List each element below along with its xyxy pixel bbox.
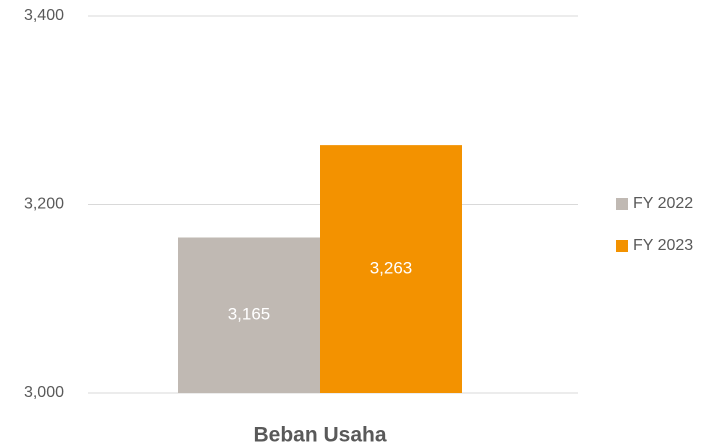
legend-label: FY 2022 bbox=[633, 195, 693, 212]
y-tick-label: 3,200 bbox=[24, 196, 64, 213]
legend-swatch bbox=[616, 198, 628, 210]
y-tick-label: 3,000 bbox=[24, 384, 64, 401]
data-label: 3,263 bbox=[370, 259, 413, 278]
legend-swatch bbox=[616, 240, 628, 252]
y-tick-label: 3,400 bbox=[24, 7, 64, 24]
x-tick-label: Beban Usaha bbox=[253, 424, 386, 447]
data-label: 3,165 bbox=[228, 305, 271, 324]
legend-label: FY 2023 bbox=[633, 237, 693, 254]
bar bbox=[320, 145, 462, 393]
bar bbox=[178, 237, 320, 393]
